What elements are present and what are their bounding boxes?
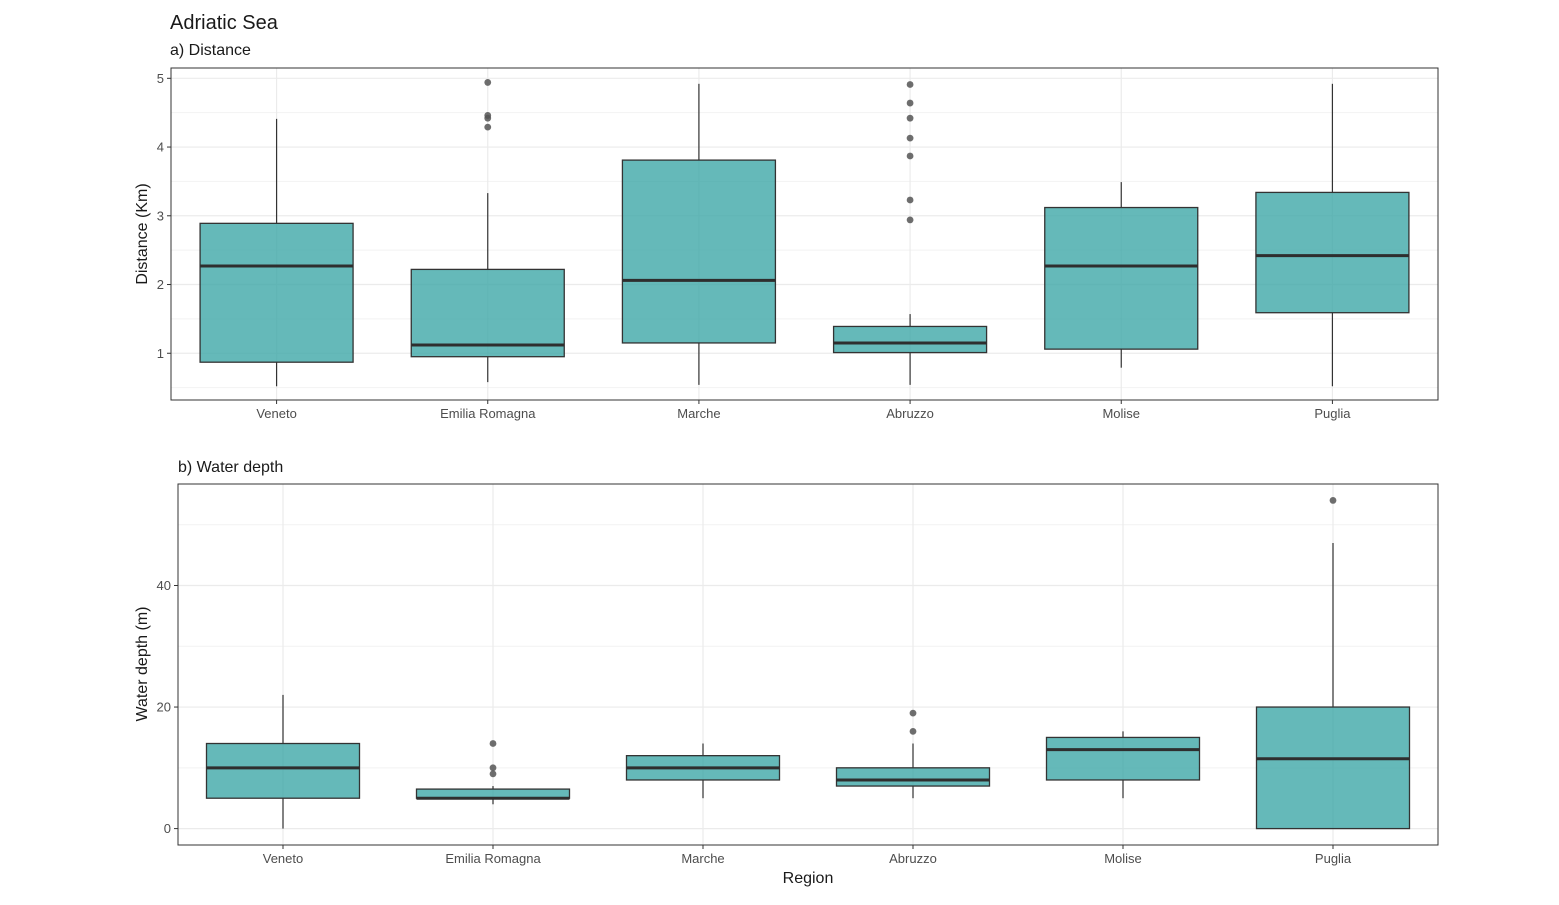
y-tick-label: 5	[157, 71, 164, 86]
panel-a-title: a) Distance	[170, 42, 251, 59]
y-tick-label: 40	[157, 578, 171, 593]
box-veneto	[199, 222, 354, 363]
x-axis-title: Region	[783, 870, 834, 887]
plot-background	[178, 484, 1438, 845]
x-tick-label: Puglia	[1315, 851, 1352, 866]
outlier-point	[906, 134, 914, 142]
y-tick-label: 2	[157, 277, 164, 292]
panel-water-depth: 0 20 40 Veneto Emilia Romagna Marche Abruzzo Mo…	[134, 483, 1439, 866]
x-tick-label: Veneto	[263, 851, 304, 866]
x-tick-label: Emilia Romagna	[445, 851, 541, 866]
box-emilia-romagna	[410, 268, 565, 358]
y-tick-label: 3	[157, 208, 164, 223]
outlier-point	[909, 709, 917, 717]
outlier-point	[906, 216, 914, 224]
x-tick-label: Veneto	[256, 406, 297, 421]
y-tick-label: 4	[157, 140, 164, 155]
outlier-point	[484, 112, 492, 119]
x-tick-label: Abruzzo	[889, 851, 937, 866]
y-tick-label: 0	[164, 821, 171, 836]
panel-distance: 1 2 3 4 5 Veneto Emilia Romagna Marche Abruzzo Mo…	[134, 67, 1439, 421]
x-tick-label: Puglia	[1314, 406, 1351, 421]
panel-border	[177, 483, 1439, 846]
outlier-point	[484, 123, 492, 131]
outlier-point	[906, 81, 914, 88]
outlier-point	[489, 764, 497, 772]
outlier-point	[489, 740, 497, 747]
outlier-point	[489, 770, 497, 778]
outlier-point	[1329, 497, 1337, 504]
outlier-point	[906, 99, 914, 107]
box-abruzzo	[832, 325, 988, 354]
box-puglia	[1255, 706, 1411, 830]
y-tick-label: 1	[157, 346, 164, 361]
box-veneto	[205, 742, 361, 799]
outlier-point	[909, 727, 917, 735]
plot-background	[171, 68, 1438, 400]
y-axis-title: Water depth (m)	[134, 607, 151, 722]
box-marche	[621, 159, 777, 344]
box-puglia	[1255, 191, 1410, 314]
panel-b-title: b) Water depth	[178, 459, 283, 476]
chart-title: Adriatic Sea	[170, 12, 279, 34]
x-tick-label: Molise	[1102, 406, 1140, 421]
x-tick-label: Abruzzo	[886, 406, 934, 421]
outlier-point	[906, 196, 914, 204]
y-tick-label: 20	[157, 700, 171, 715]
outlier-point	[906, 152, 914, 160]
x-tick-label: Marche	[677, 406, 720, 421]
box-abruzzo	[835, 767, 991, 787]
outlier-point	[484, 79, 492, 86]
x-tick-label: Marche	[681, 851, 724, 866]
box-molise	[1045, 736, 1201, 781]
box-molise	[1044, 206, 1199, 350]
x-tick-label: Emilia Romagna	[440, 406, 536, 421]
x-tick-label: Molise	[1104, 851, 1142, 866]
y-axis-title: Distance (Km)	[134, 183, 151, 284]
outlier-point	[906, 114, 914, 122]
panel-border	[170, 67, 1439, 401]
